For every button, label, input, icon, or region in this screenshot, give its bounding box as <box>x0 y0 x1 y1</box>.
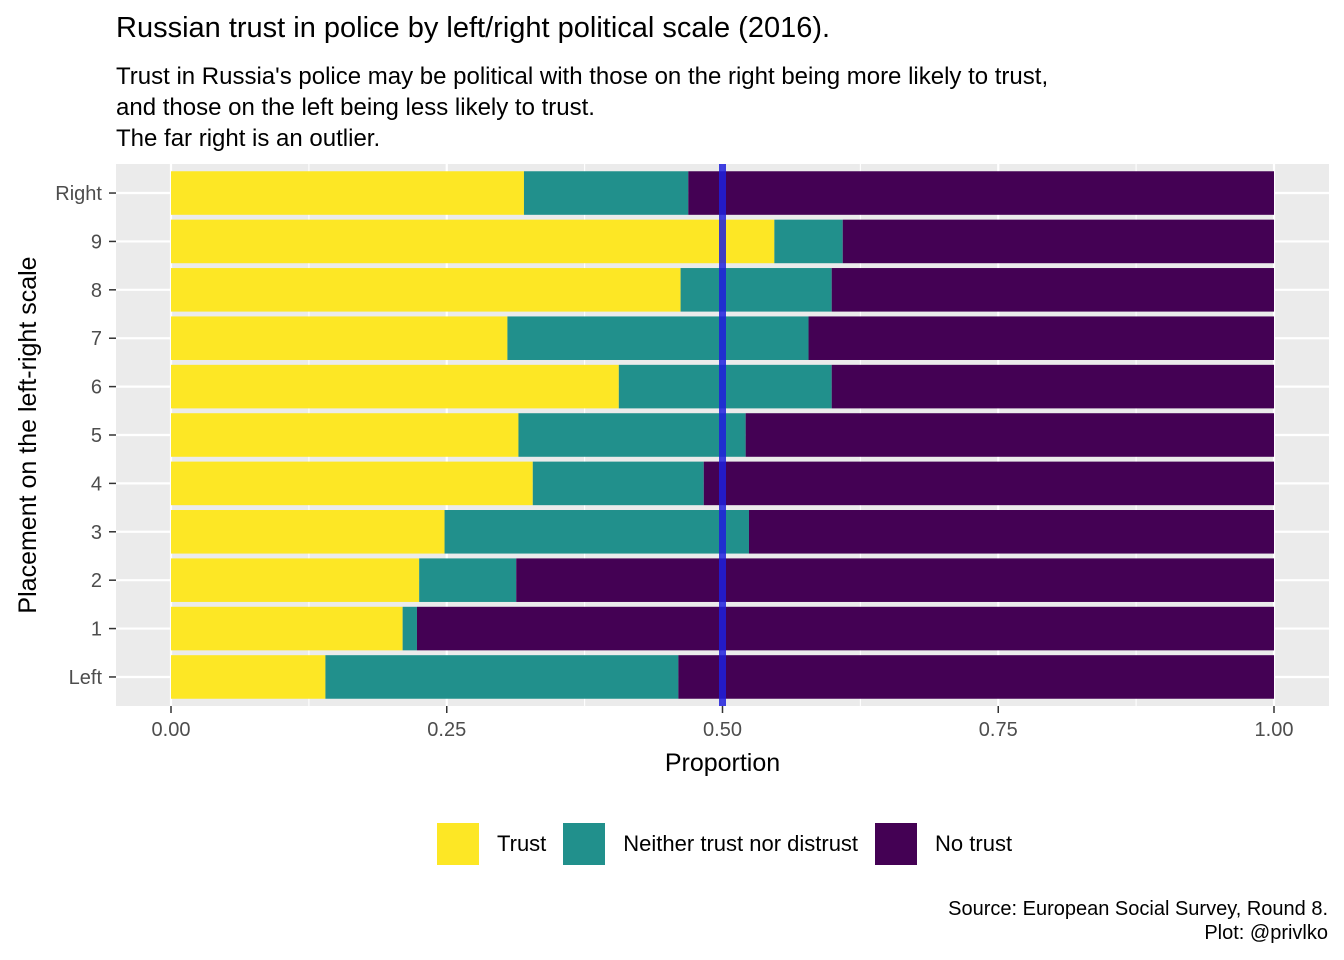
chart-subtitle: Trust in Russia's police may be politica… <box>116 61 1048 154</box>
legend-swatch-no-trust <box>874 822 919 866</box>
bar-trust-1 <box>171 606 403 651</box>
legend-swatch-trust <box>436 822 480 866</box>
x-tick-label: 0.00 <box>152 719 191 741</box>
bar-no-trust-7 <box>808 316 1274 360</box>
y-tick-label: 5 <box>91 425 102 447</box>
subtitle-line-2: and those on the left being less likely … <box>116 94 595 121</box>
bar-neither-2 <box>419 558 517 602</box>
legend: Trust Neither trust nor distrust No trus… <box>436 822 1028 866</box>
bar-trust-5 <box>171 413 519 457</box>
legend-item-no-trust: No trust <box>874 822 1012 866</box>
bar-trust-3 <box>171 510 445 554</box>
y-tick-label: 4 <box>91 473 102 495</box>
bar-neither-left <box>325 655 679 699</box>
bar-trust-2 <box>171 558 420 602</box>
bar-neither-7 <box>507 316 809 360</box>
bar-trust-right <box>171 171 524 215</box>
bar-trust-7 <box>171 316 508 360</box>
y-tick-label: 3 <box>91 522 102 544</box>
legend-item-trust: Trust <box>436 822 546 866</box>
caption-source: Source: European Social Survey, Round 8. <box>948 898 1328 920</box>
bar-neither-right <box>523 171 689 215</box>
x-tick-label: 0.25 <box>427 719 466 741</box>
x-tick-label: 0.50 <box>703 719 742 741</box>
x-axis-title: Proportion <box>665 749 780 777</box>
x-tick-label: 0.75 <box>979 719 1018 741</box>
bar-neither-8 <box>680 268 832 312</box>
bar-trust-9 <box>171 219 775 264</box>
caption-author: Plot: @privlko <box>1204 922 1328 944</box>
bar-no-trust-3 <box>748 510 1274 554</box>
bar-no-trust-2 <box>516 558 1274 602</box>
y-tick-label: Left <box>69 667 103 689</box>
subtitle-line-3: The far right is an outlier. <box>116 125 381 152</box>
y-tick-label: Right <box>55 183 102 205</box>
legend-swatch-neither <box>562 822 607 866</box>
bar-no-trust-9 <box>842 219 1274 264</box>
bar-neither-3 <box>444 510 749 554</box>
bar-no-trust-5 <box>745 413 1274 457</box>
bar-no-trust-left <box>678 655 1274 699</box>
bar-trust-6 <box>171 364 619 409</box>
y-tick-label: 6 <box>91 377 102 399</box>
legend-label-neither: Neither trust nor distrust <box>623 831 859 856</box>
legend-label-trust: Trust <box>497 831 547 856</box>
chart-title: Russian trust in police by left/right po… <box>116 12 831 44</box>
y-tick-label: 2 <box>91 570 102 592</box>
bar-trust-4 <box>171 461 533 506</box>
y-tick-label: 7 <box>91 328 102 350</box>
bar-neither-9 <box>774 219 843 264</box>
y-tick-label: 8 <box>91 280 102 302</box>
legend-label-no-trust: No trust <box>935 831 1013 856</box>
bar-neither-1 <box>402 606 417 651</box>
legend-item-neither: Neither trust nor distrust <box>562 822 858 866</box>
y-tick-label: 1 <box>91 619 102 641</box>
bar-no-trust-8 <box>831 268 1274 312</box>
caption: Source: European Social Survey, Round 8.… <box>948 897 1328 945</box>
bar-trust-left <box>171 655 326 699</box>
bar-no-trust-1 <box>416 606 1274 651</box>
y-axis: Left 1 2 3 4 5 6 7 8 9 Right <box>55 183 116 689</box>
bars <box>171 171 1274 699</box>
bar-no-trust-6 <box>831 364 1274 409</box>
x-tick-label: 1.00 <box>1255 719 1294 741</box>
y-axis-title: Placement on the left-right scale <box>14 256 42 613</box>
bar-no-trust-right <box>688 171 1274 215</box>
bar-no-trust-4 <box>703 461 1274 506</box>
bar-neither-4 <box>532 461 704 506</box>
bar-neither-5 <box>518 413 746 457</box>
subtitle-line-1: Trust in Russia's police may be politica… <box>116 63 1049 90</box>
x-axis: 0.00 0.25 0.50 0.75 1.00 <box>152 706 1294 741</box>
bar-trust-8 <box>171 268 681 312</box>
y-tick-label: 9 <box>91 231 102 253</box>
